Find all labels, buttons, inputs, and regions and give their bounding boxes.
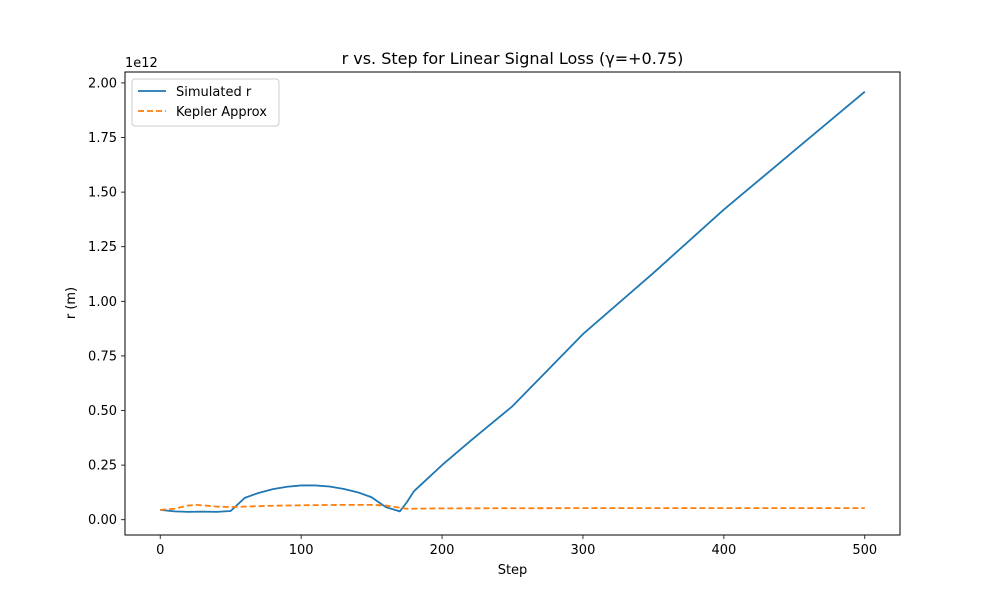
legend-label-simulated: Simulated r (176, 85, 252, 100)
y-tick-label: 0.75 (88, 349, 117, 364)
x-axis: 0 100 200 300 400 500 (156, 535, 877, 558)
y-tick-label: 0.50 (88, 404, 117, 419)
series-line-simulated (160, 90, 866, 513)
legend-label-kepler: Kepler Approx (176, 105, 267, 120)
y-axis-multiplier: 1e12 (125, 56, 158, 71)
y-tick-label: 1.50 (88, 186, 117, 201)
axes-frame (124, 71, 901, 536)
x-tick-label: 0 (156, 543, 164, 558)
y-axis-title: r (m) (64, 287, 79, 319)
y-tick-label: 0.25 (88, 459, 117, 474)
y-tick-label: 2.00 (88, 76, 117, 91)
x-tick-label: 100 (289, 543, 314, 558)
series-layer (160, 90, 866, 513)
y-tick-label: 1.00 (88, 295, 117, 310)
y-axis: 0.00 0.25 0.50 0.75 1.00 1.25 1.50 1.75 2.00 (88, 76, 125, 528)
y-tick-label: 1.25 (88, 240, 117, 255)
series-line-kepler (160, 503, 865, 511)
y-tick-label: 0.00 (88, 513, 117, 528)
x-tick-label: 300 (571, 543, 596, 558)
legend-box (131, 78, 280, 127)
chart-title: r vs. Step for Linear Signal Loss (γ=+0.… (342, 49, 684, 68)
x-axis-title: Step (498, 563, 528, 578)
x-tick-label: 200 (430, 543, 455, 558)
legend: Simulated r Kepler Approx (131, 78, 280, 127)
x-tick-label: 400 (711, 543, 736, 558)
y-tick-label: 1.75 (88, 131, 117, 146)
x-tick-label: 500 (852, 543, 877, 558)
